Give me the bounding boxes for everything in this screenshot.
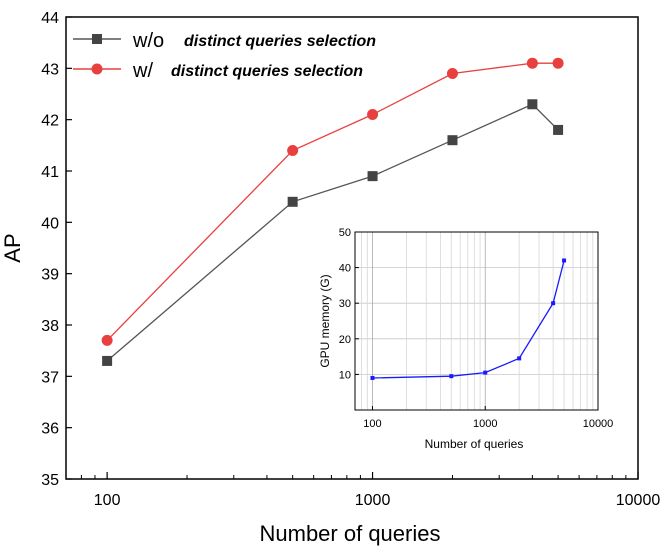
main-x-axis-label: Number of queries xyxy=(260,521,441,546)
main-y-tick-label: 44 xyxy=(41,10,59,27)
main-y-tick-label: 38 xyxy=(41,318,59,335)
main-plot: 35 36 37 38 39 40 41 42 43 44 100 1000 10000 AP Num… xyxy=(0,10,660,546)
legend-marker-w xyxy=(91,63,103,75)
inset-series-point xyxy=(483,370,488,375)
inset-y-tick-label: 20 xyxy=(339,334,351,346)
inset-y-axis: 10 20 30 40 50 xyxy=(339,227,359,381)
inset-series-point xyxy=(449,374,454,379)
main-x-tick-label: 1000 xyxy=(355,492,391,509)
inset-y-tick-label: 30 xyxy=(339,298,351,310)
main-series-point-1 xyxy=(446,67,458,79)
main-y-tick-label: 40 xyxy=(41,215,59,232)
inset-grid xyxy=(355,231,598,410)
legend-marker-wo xyxy=(92,34,102,44)
main-series-point-1 xyxy=(552,57,564,69)
legend-prefix-wo: w/o xyxy=(132,30,164,52)
main-series-point-1 xyxy=(287,144,299,156)
main-plot-frame xyxy=(65,16,639,480)
main-x-axis: 100 1000 10000 xyxy=(65,472,661,509)
main-x-tick-label: 10000 xyxy=(616,492,661,509)
inset-series-point xyxy=(551,301,556,306)
inset-background xyxy=(355,232,598,410)
main-y-tick-label: 35 xyxy=(41,472,59,489)
main-series-point-0 xyxy=(527,99,538,110)
legend: w/o distinct queries selection w/ distin… xyxy=(73,30,376,82)
inset-y-tick-label: 50 xyxy=(339,227,351,239)
main-y-tick-label: 37 xyxy=(41,369,59,386)
inset-y-axis-label: GPU memory (G) xyxy=(318,274,332,367)
main-y-tick-label: 43 xyxy=(41,61,59,78)
inset-series-line xyxy=(372,260,565,379)
inset-x-tick-label: 1000 xyxy=(473,418,497,430)
inset-y-tick-label: 10 xyxy=(339,369,351,381)
inset-series xyxy=(370,258,567,380)
main-series xyxy=(101,57,564,366)
inset-x-tick-label: 10000 xyxy=(583,418,614,430)
main-x-tick-label: 100 xyxy=(94,492,121,509)
inset-x-axis-label: Number of queries xyxy=(425,437,524,451)
inset-x-axis: 100 1000 10000 xyxy=(363,406,613,430)
main-series-point-1 xyxy=(526,57,538,69)
main-series-point-0 xyxy=(447,135,458,146)
main-y-tick-label: 41 xyxy=(41,164,59,181)
main-series-point-0 xyxy=(367,171,378,182)
main-y-axis: 35 36 37 38 39 40 41 42 43 44 xyxy=(41,10,72,489)
main-y-tick-label: 36 xyxy=(41,421,59,438)
inset-series-point xyxy=(517,356,522,361)
main-series-point-1 xyxy=(101,334,113,346)
main-series-point-1 xyxy=(367,109,379,121)
main-y-tick-label: 42 xyxy=(41,113,59,130)
main-series-point-0 xyxy=(287,196,298,207)
main-y-axis-label: AP xyxy=(0,233,25,262)
main-series-point-0 xyxy=(553,124,564,135)
main-series-point-0 xyxy=(102,355,113,366)
legend-text-wo: distinct queries selection xyxy=(184,33,376,50)
inset-plot: 10 20 30 40 50 100 1000 10000 GPU memory (G) N… xyxy=(318,227,613,451)
legend-text-w: distinct queries selection xyxy=(171,63,363,80)
legend-prefix-w: w/ xyxy=(132,60,153,82)
inset-plot-frame xyxy=(354,231,599,411)
inset-x-tick-label: 100 xyxy=(363,418,381,430)
inset-series-point xyxy=(562,258,567,263)
main-y-tick-label: 39 xyxy=(41,267,59,284)
inset-series-point xyxy=(370,375,375,380)
inset-y-tick-label: 40 xyxy=(339,263,351,275)
